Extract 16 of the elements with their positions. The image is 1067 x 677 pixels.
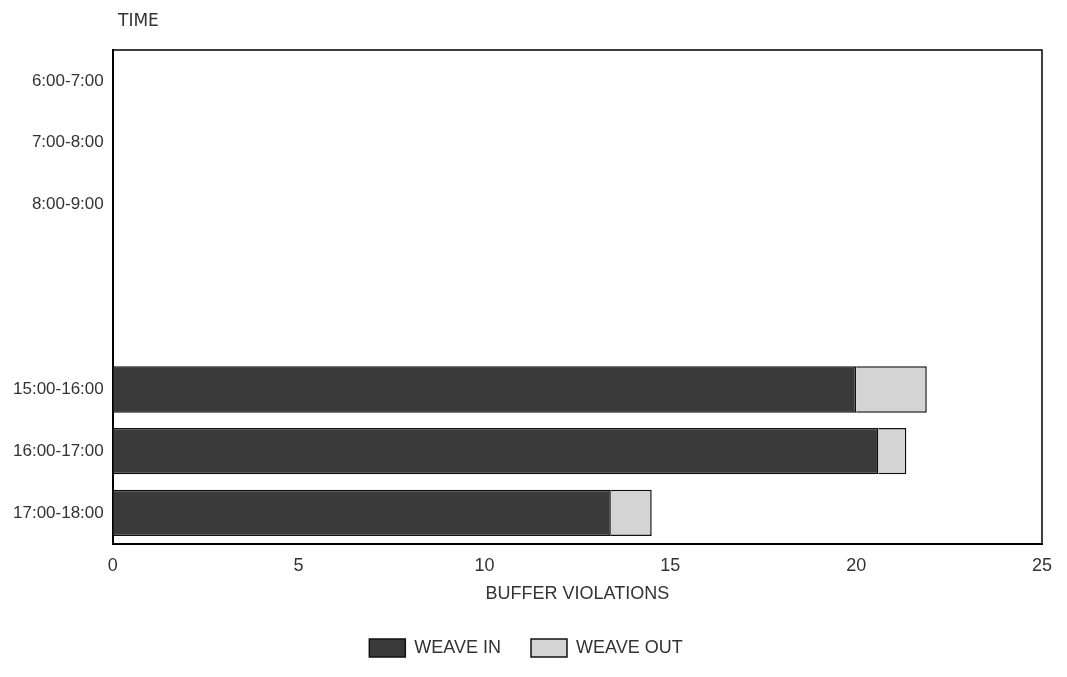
- legend-label: WEAVE OUT: [576, 636, 683, 657]
- y-tick-label: 17:00-18:00: [12, 502, 104, 522]
- x-axis-title: BUFFER VIOLATIONS: [485, 583, 670, 604]
- x-tick-label: 25: [1031, 554, 1053, 575]
- y-axis-title: TIME: [118, 10, 159, 30]
- y-tick-label: 7:00-8:00: [31, 132, 104, 152]
- x-tick-label: 0: [107, 554, 118, 575]
- x-tick-label: 15: [660, 554, 681, 575]
- y-tick-label: 16:00-17:00: [12, 440, 104, 460]
- x-tick-label: 20: [846, 554, 867, 575]
- x-tick-label: 10: [474, 554, 495, 575]
- y-tick-label: 8:00-9:00: [31, 194, 104, 213]
- x-tick-label: 5: [293, 554, 304, 575]
- legend-label: WEAVE IN: [414, 636, 502, 657]
- y-tick-label: 15:00-16:00: [12, 379, 104, 399]
- y-tick-label: 6:00-7:00: [31, 70, 104, 90]
